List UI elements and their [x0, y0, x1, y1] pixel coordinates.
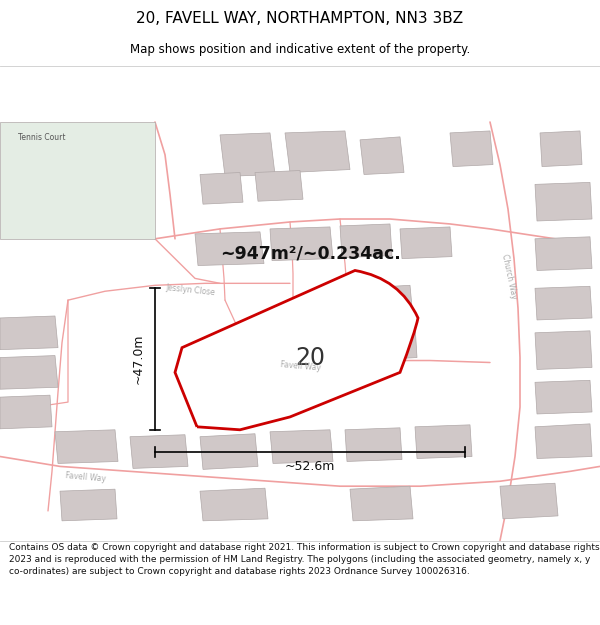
- Polygon shape: [340, 224, 392, 258]
- Polygon shape: [270, 430, 333, 464]
- Text: Favell Way: Favell Way: [65, 471, 106, 483]
- Polygon shape: [345, 428, 402, 461]
- Polygon shape: [535, 286, 592, 320]
- Polygon shape: [535, 237, 592, 271]
- Text: Jesslyn Close: Jesslyn Close: [165, 283, 215, 298]
- Text: ~47.0m: ~47.0m: [132, 334, 145, 384]
- Text: ~52.6m: ~52.6m: [285, 460, 335, 473]
- Polygon shape: [535, 424, 592, 459]
- Polygon shape: [535, 380, 592, 414]
- Text: Favell Way: Favell Way: [280, 360, 321, 372]
- Polygon shape: [0, 395, 52, 429]
- Polygon shape: [415, 425, 472, 459]
- Polygon shape: [450, 131, 493, 166]
- Text: ~947m²/~0.234ac.: ~947m²/~0.234ac.: [220, 244, 400, 262]
- Polygon shape: [270, 227, 333, 261]
- Polygon shape: [0, 122, 155, 239]
- Text: Church Way: Church Way: [500, 254, 518, 300]
- Text: Map shows position and indicative extent of the property.: Map shows position and indicative extent…: [130, 42, 470, 56]
- Polygon shape: [535, 331, 592, 369]
- Polygon shape: [355, 285, 413, 321]
- Polygon shape: [255, 171, 303, 201]
- Polygon shape: [55, 430, 118, 464]
- Polygon shape: [0, 316, 58, 349]
- PathPatch shape: [175, 271, 418, 430]
- Polygon shape: [60, 489, 117, 521]
- Polygon shape: [130, 435, 188, 468]
- Text: 20, FAVELL WAY, NORTHAMPTON, NN3 3BZ: 20, FAVELL WAY, NORTHAMPTON, NN3 3BZ: [136, 11, 464, 26]
- Polygon shape: [200, 173, 243, 204]
- Text: 20: 20: [295, 346, 325, 369]
- Polygon shape: [540, 131, 582, 166]
- Polygon shape: [400, 227, 452, 259]
- Polygon shape: [360, 137, 404, 174]
- Polygon shape: [220, 133, 275, 176]
- Text: Contains OS data © Crown copyright and database right 2021. This information is : Contains OS data © Crown copyright and d…: [9, 543, 599, 576]
- Polygon shape: [200, 488, 268, 521]
- Polygon shape: [0, 356, 58, 389]
- Polygon shape: [195, 232, 264, 266]
- Polygon shape: [200, 434, 258, 469]
- Polygon shape: [535, 182, 592, 221]
- Text: Tennis Court: Tennis Court: [18, 133, 65, 142]
- Polygon shape: [360, 325, 417, 361]
- Polygon shape: [350, 486, 413, 521]
- Polygon shape: [285, 131, 350, 173]
- Polygon shape: [500, 483, 558, 519]
